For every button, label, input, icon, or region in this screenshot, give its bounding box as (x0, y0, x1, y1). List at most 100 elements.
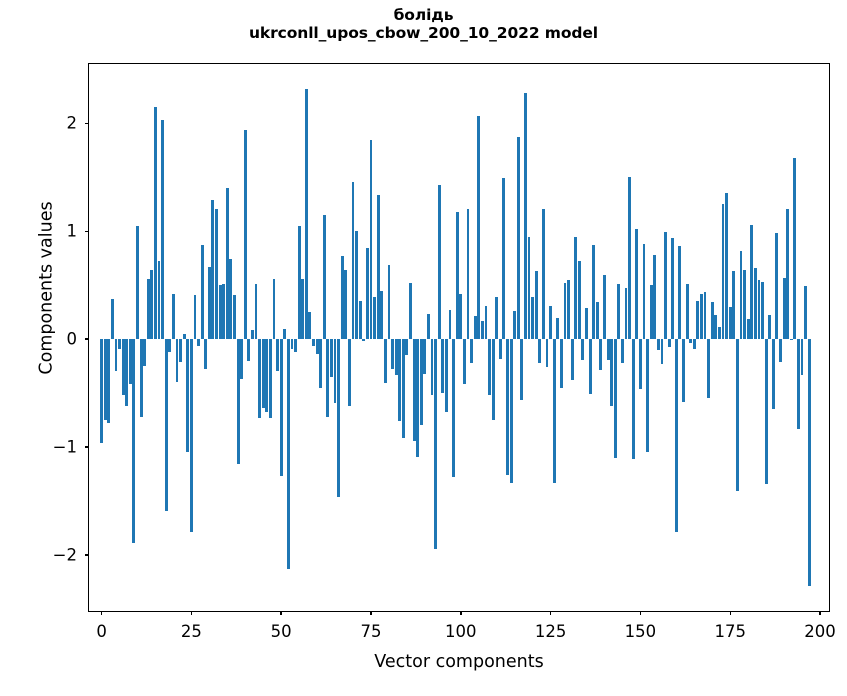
bar (725, 193, 729, 340)
bar (330, 339, 333, 377)
bar (689, 339, 693, 344)
bar (161, 120, 165, 340)
bar (804, 286, 808, 340)
bar (635, 229, 639, 340)
bar (800, 339, 804, 375)
bar (466, 208, 470, 340)
bar (750, 224, 754, 340)
bar (732, 271, 736, 340)
bar (139, 339, 143, 417)
bar (735, 339, 739, 492)
bar (653, 254, 657, 340)
x-tick-label: 200 (804, 622, 836, 641)
bar (761, 281, 764, 340)
bar (197, 339, 200, 346)
bar (588, 339, 592, 395)
bar (570, 339, 574, 381)
bar (646, 339, 649, 453)
bar (412, 339, 416, 441)
bar (304, 88, 308, 340)
bar (218, 285, 222, 340)
bar (649, 285, 653, 340)
bar (692, 339, 696, 349)
bar (100, 339, 103, 443)
bar (376, 194, 380, 340)
bar (383, 339, 387, 384)
bar (700, 293, 703, 340)
bar (513, 311, 517, 340)
bar (286, 339, 290, 569)
chart-title-line-2: ukrconll_upos_cbow_200_10_2022 model (248, 24, 599, 43)
bar (351, 181, 355, 340)
bar (459, 293, 463, 340)
bar (707, 339, 711, 399)
bar (710, 302, 714, 340)
bar (340, 256, 344, 340)
bar (175, 339, 179, 383)
x-tick-mark (819, 611, 821, 615)
x-tick-mark (729, 611, 731, 615)
bar (455, 211, 459, 340)
bar (592, 245, 596, 340)
bar (229, 259, 233, 340)
bar (782, 277, 786, 340)
bar (380, 290, 384, 340)
bar (365, 248, 369, 340)
bar (577, 261, 581, 340)
bar (721, 204, 725, 340)
bar (290, 339, 294, 349)
bar (437, 184, 441, 340)
bar (164, 339, 168, 511)
bar (498, 339, 502, 359)
bar (552, 339, 556, 483)
bar (779, 339, 782, 362)
y-tick-label: −1 (52, 437, 77, 457)
bar (502, 178, 506, 340)
x-tick-mark (549, 611, 552, 615)
bar (671, 237, 675, 340)
bar (667, 339, 671, 347)
bar (240, 339, 244, 380)
bar (276, 339, 279, 372)
bar (642, 244, 646, 340)
bar (157, 261, 161, 340)
bar (559, 339, 563, 388)
bar (771, 339, 775, 410)
bar (786, 208, 790, 340)
bar (387, 264, 391, 340)
x-tick-label: 25 (180, 622, 202, 641)
bar (258, 339, 262, 418)
bar (261, 339, 265, 409)
bar (660, 339, 664, 364)
bar (656, 339, 660, 350)
bar (739, 250, 743, 340)
bar (283, 329, 287, 340)
bar (401, 339, 405, 439)
bar (534, 271, 538, 340)
bar (333, 339, 337, 403)
bar (524, 93, 527, 340)
bar (714, 315, 718, 340)
bar (527, 236, 531, 340)
bar (132, 339, 136, 544)
x-axis-label: Vector components (374, 652, 544, 672)
bar (279, 339, 283, 477)
bar (337, 339, 341, 497)
bar (462, 339, 466, 385)
bar (136, 225, 139, 340)
bar (545, 339, 549, 368)
y-tick-mark (85, 554, 89, 556)
bar (391, 339, 394, 370)
bar (567, 279, 570, 340)
bar (405, 339, 409, 356)
bar (301, 278, 305, 340)
bar (621, 339, 624, 363)
bar (807, 339, 811, 587)
bar (200, 245, 204, 340)
bar (538, 339, 542, 363)
bar (297, 225, 301, 340)
bar (186, 339, 190, 453)
bar (718, 327, 721, 340)
bar (315, 339, 319, 355)
bar (182, 333, 186, 340)
